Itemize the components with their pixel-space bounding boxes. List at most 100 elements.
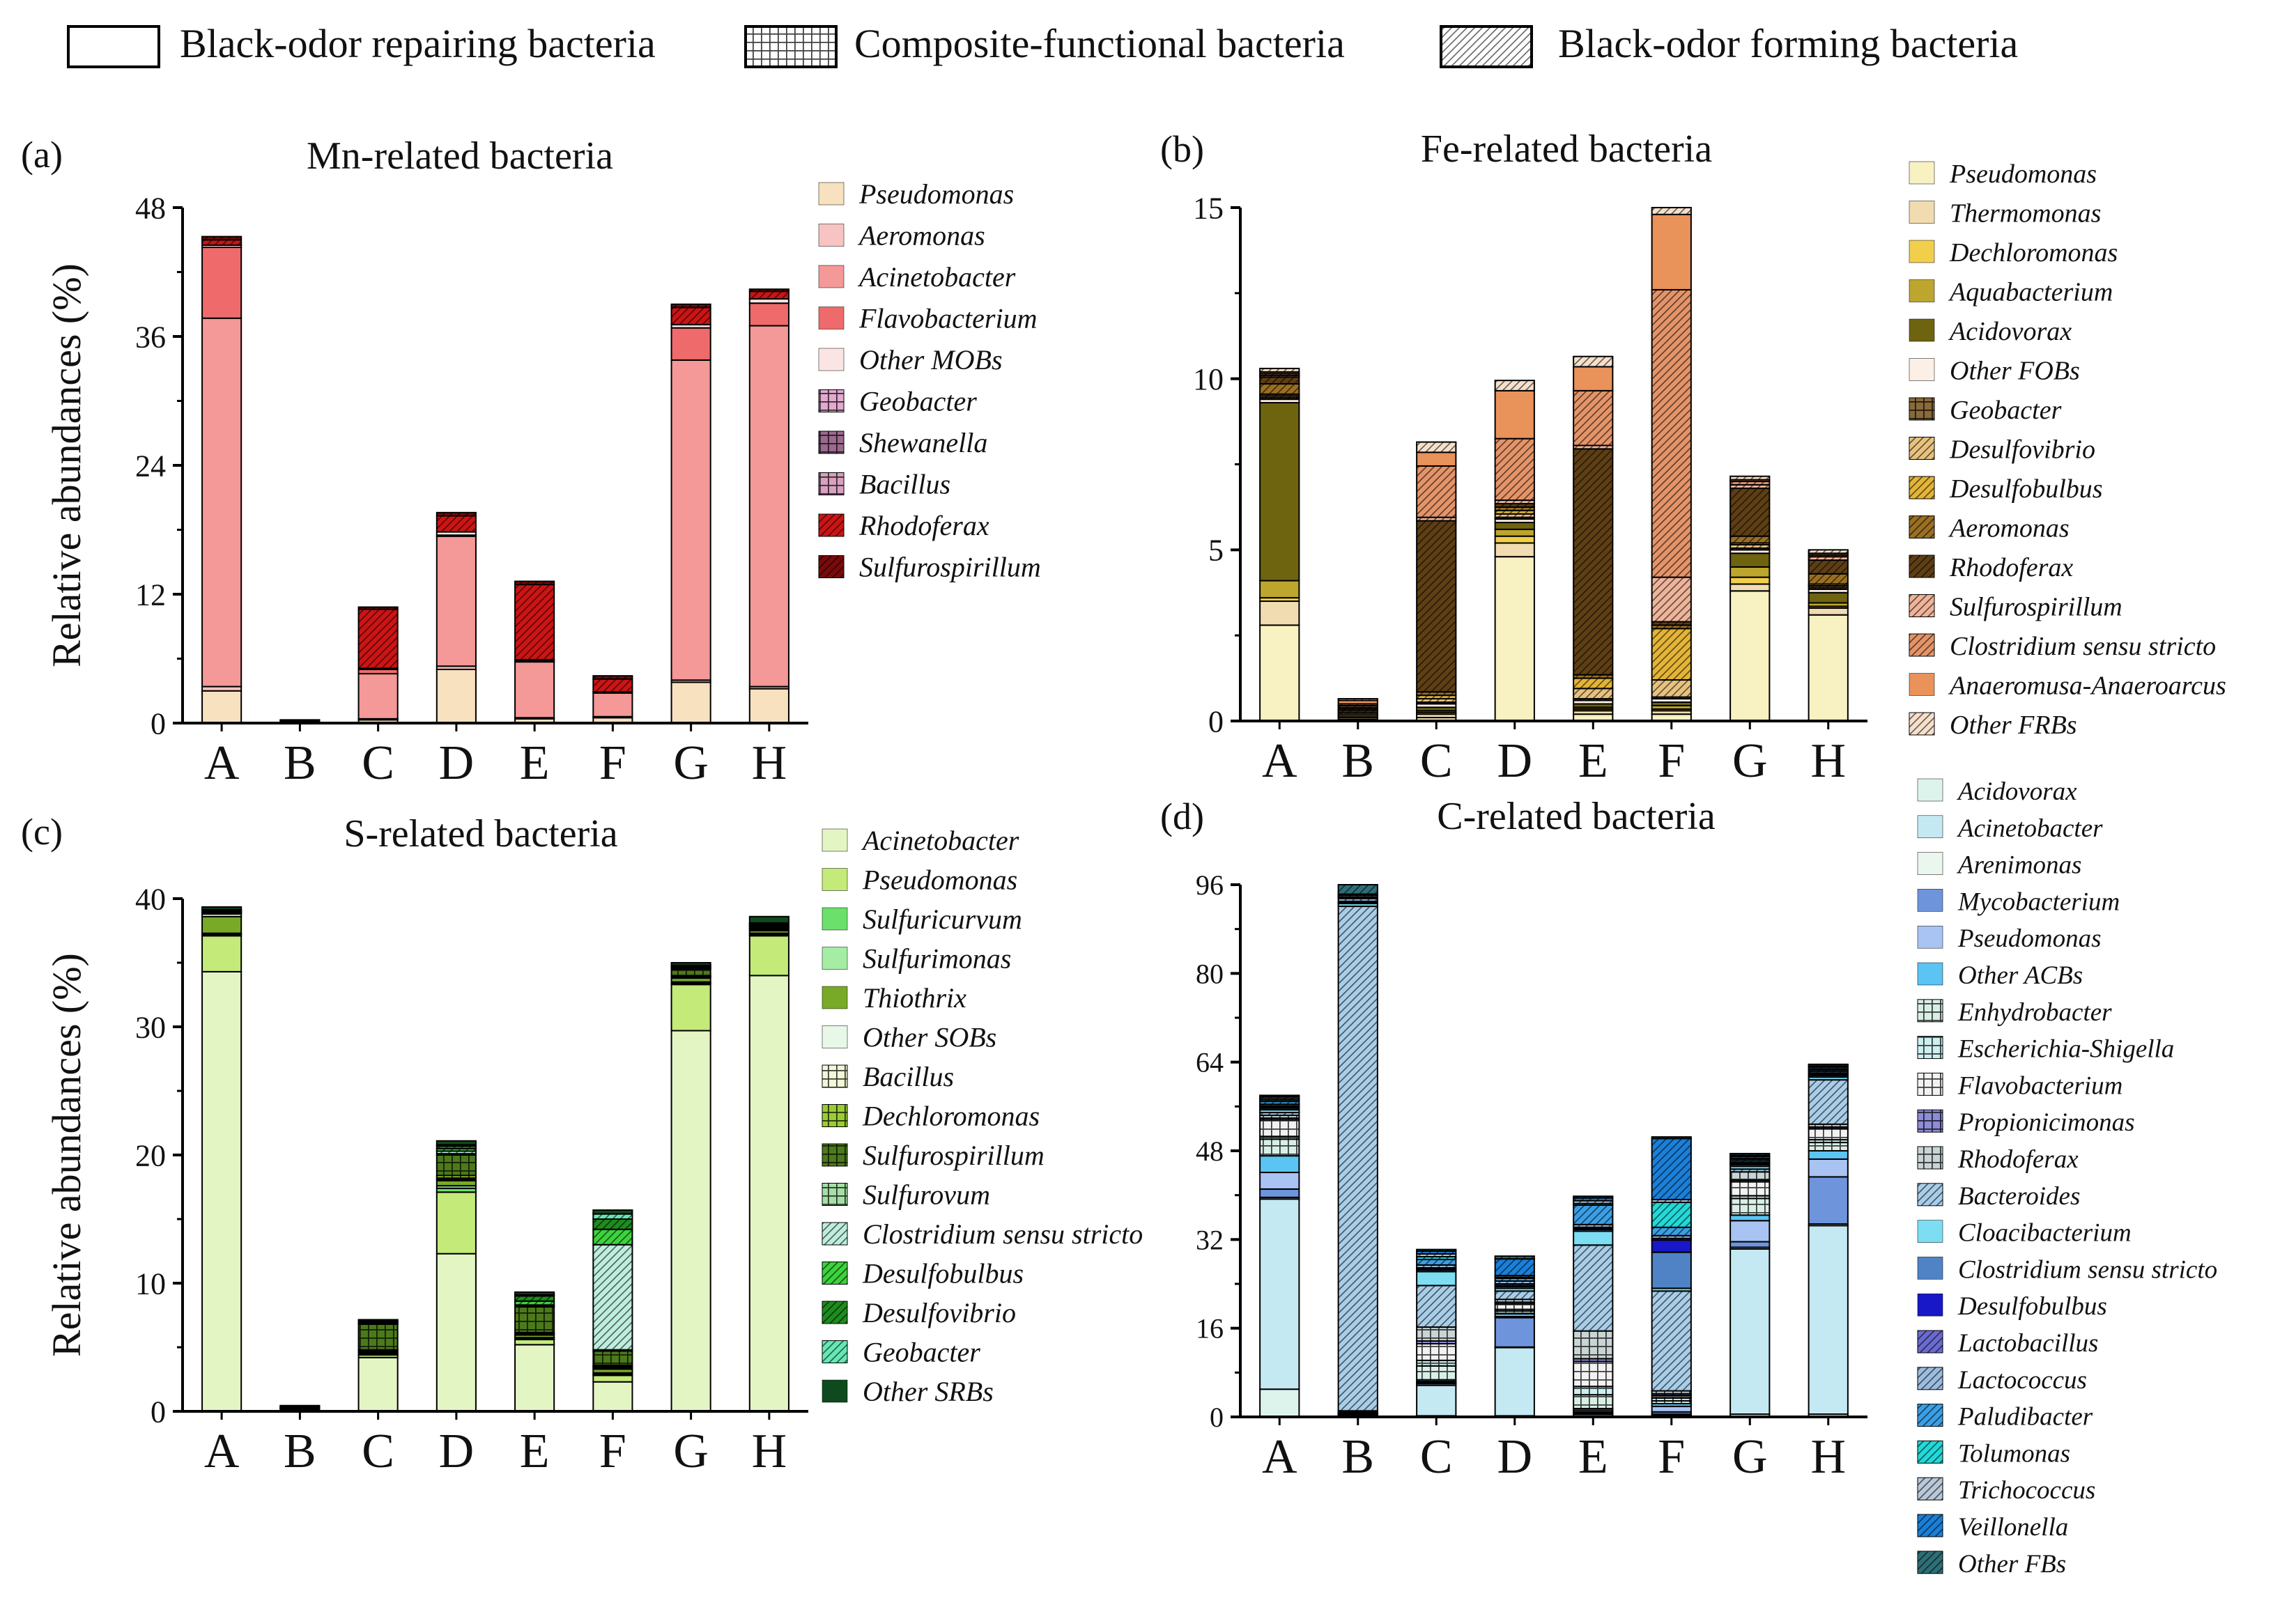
bar-pattern [1808, 555, 1848, 557]
bar-fill [592, 692, 633, 718]
bar-segment [592, 1381, 633, 1413]
bar-segment [1808, 607, 1849, 616]
top-legend-item-repairing: Black-odor repairing bacteria [67, 21, 656, 68]
bar-fill [670, 1030, 711, 1412]
x-tick-label: C [362, 1425, 394, 1478]
bar-pattern [1495, 510, 1534, 514]
bar-pattern [1260, 394, 1300, 396]
bar-segment [592, 1350, 633, 1366]
bar-stack-B [1337, 884, 1378, 1418]
bar-segment [1808, 549, 1849, 555]
bar-fill [670, 962, 711, 966]
bar-fill [1494, 542, 1535, 558]
legend-item: Acidovorax [1917, 777, 2077, 806]
legend-swatch [1917, 778, 1943, 802]
legend-swatch-pattern [1909, 398, 1934, 420]
bar-segment [1259, 1138, 1300, 1157]
bar-pattern [1808, 1129, 1848, 1140]
bar-fill [357, 673, 399, 720]
bar-segment [201, 970, 242, 1412]
bar-segment [357, 1319, 399, 1321]
bar-fill [1729, 1248, 1771, 1416]
legend-swatch [1909, 201, 1935, 224]
bar-pattern [1495, 506, 1534, 511]
bar-segment [1729, 535, 1771, 544]
legend-swatch [818, 224, 845, 247]
bar-segment [1494, 1258, 1535, 1277]
legend-swatch [1909, 161, 1935, 185]
bar-pattern [1260, 377, 1300, 385]
legend-label: Cloacibacterium [1958, 1219, 2132, 1248]
bar-segment [1494, 437, 1535, 502]
bar-pattern [1417, 1259, 1456, 1265]
legend-swatch-pattern [822, 1183, 847, 1206]
legend-label: Flavobacterium [1957, 1071, 2122, 1100]
legend-item: Pseudomonas [818, 178, 1014, 210]
x-tick-label: E [1578, 1430, 1608, 1484]
legend-swatch [818, 182, 845, 206]
bar-segment [514, 1306, 555, 1333]
bar-segment [357, 608, 399, 669]
bar-pattern [436, 1146, 476, 1149]
legend-item: Thermomonas [1909, 199, 2101, 228]
legend-swatch-pattern [822, 1065, 847, 1087]
bar-segment [1259, 580, 1300, 599]
bar-segment [670, 303, 711, 309]
legend-swatch-pattern [1918, 1036, 1943, 1059]
y-tick-label: 64 [1196, 1047, 1224, 1078]
bar-stack-A [1259, 1094, 1300, 1418]
bar-fill [201, 906, 242, 910]
bar-pattern [1417, 442, 1456, 453]
bar-pattern [1730, 484, 1770, 488]
bar-pattern [1808, 584, 1848, 586]
bar-segment [670, 962, 711, 966]
bar-segment [670, 327, 711, 361]
panel-s: (c) S-related bacteria Relative abundances… [21, 811, 1143, 1478]
y-tick-label: 10 [135, 1266, 166, 1301]
bar-fill [1416, 1384, 1457, 1417]
legend-swatch-pattern [819, 472, 844, 495]
legend-item: Thiothrix [822, 982, 966, 1014]
bar-fill [748, 975, 789, 1412]
bar-segment [748, 325, 789, 688]
bar-segment [436, 668, 477, 724]
y-tick-label: 96 [1196, 869, 1224, 901]
bar-segment [1573, 1394, 1614, 1410]
bar-segment [592, 678, 633, 693]
panel-label: (a) [21, 134, 63, 176]
bar-pattern [1417, 1343, 1456, 1360]
bar-pattern [1730, 476, 1770, 480]
legend-item: Mycobacterium [1917, 887, 2120, 916]
legend-item: Acidovorax [1909, 317, 2072, 346]
bar-fill [201, 970, 242, 1412]
legend-swatch [1917, 815, 1943, 839]
bar-fill [1808, 1176, 1849, 1225]
x-tick-label: C [362, 736, 394, 790]
bar-segment [748, 688, 789, 724]
bar-fill [670, 359, 711, 681]
legend-swatch-pattern [822, 1223, 847, 1245]
y-tick-label: 20 [135, 1138, 166, 1172]
bar-fill [1808, 1150, 1849, 1160]
bar-segment [1416, 441, 1457, 453]
x-tick-label: G [1732, 734, 1768, 788]
bar-fill [670, 681, 711, 724]
y-tick-label: 0 [151, 706, 166, 741]
bar-pattern [1260, 384, 1300, 394]
bar-pattern [1338, 711, 1378, 713]
y-tick-label: 15 [1193, 191, 1224, 225]
bar-pattern [1417, 1340, 1456, 1344]
bar-fill [748, 688, 789, 724]
x-tick-label: A [1262, 734, 1297, 788]
bar-pattern [1417, 699, 1456, 702]
bar-fill [1416, 451, 1457, 467]
bar-fill [1651, 1251, 1692, 1289]
bar-fill [1259, 580, 1300, 599]
legend-label: Other SRBs [863, 1376, 994, 1407]
legend-swatch [822, 907, 848, 931]
legend-swatch [1909, 358, 1935, 381]
legend-swatch-pattern [1918, 1514, 1943, 1537]
bar-segment [1808, 1128, 1849, 1141]
legend-label: Other FRBs [1950, 711, 2077, 740]
